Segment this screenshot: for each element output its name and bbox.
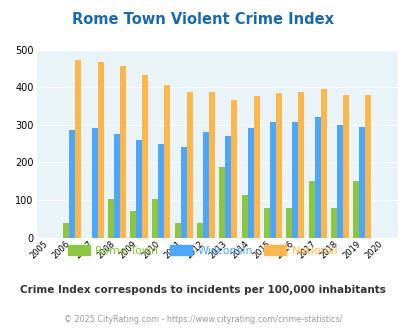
Bar [314,117,320,238]
Bar [308,181,314,238]
Bar [269,122,275,238]
Bar [263,208,269,238]
Bar [247,128,253,238]
Bar [241,195,247,238]
Bar [364,95,370,238]
Bar [298,92,304,238]
Bar [113,134,119,238]
Bar [158,144,164,238]
Bar [164,85,170,238]
Bar [180,147,186,238]
Bar [152,199,158,238]
Bar [253,96,259,238]
Bar [97,62,103,238]
Bar [219,167,225,238]
Bar [358,127,364,238]
Bar [231,100,237,238]
Bar [225,136,231,238]
Bar [130,211,136,238]
Text: © 2025 CityRating.com - https://www.cityrating.com/crime-statistics/: © 2025 CityRating.com - https://www.city… [64,315,341,324]
Bar [330,208,336,238]
Text: Rome Town Violent Crime Index: Rome Town Violent Crime Index [72,12,333,26]
Bar [196,222,202,238]
Bar [352,181,358,238]
Bar [119,66,126,238]
Bar [142,75,148,238]
Bar [336,125,342,238]
Text: Crime Index corresponds to incidents per 100,000 inhabitants: Crime Index corresponds to incidents per… [20,285,385,295]
Bar [209,92,215,238]
Bar [69,130,75,238]
Bar [75,60,81,238]
Bar [292,122,298,238]
Bar [91,128,97,238]
Bar [174,222,180,238]
Bar [202,132,209,238]
Legend: Rome Town, Wisconsin, National: Rome Town, Wisconsin, National [63,240,342,260]
Bar [63,222,69,238]
Bar [186,92,192,238]
Bar [286,208,292,238]
Bar [136,140,142,238]
Bar [342,95,348,238]
Bar [320,89,326,238]
Bar [275,93,281,238]
Bar [108,199,113,238]
